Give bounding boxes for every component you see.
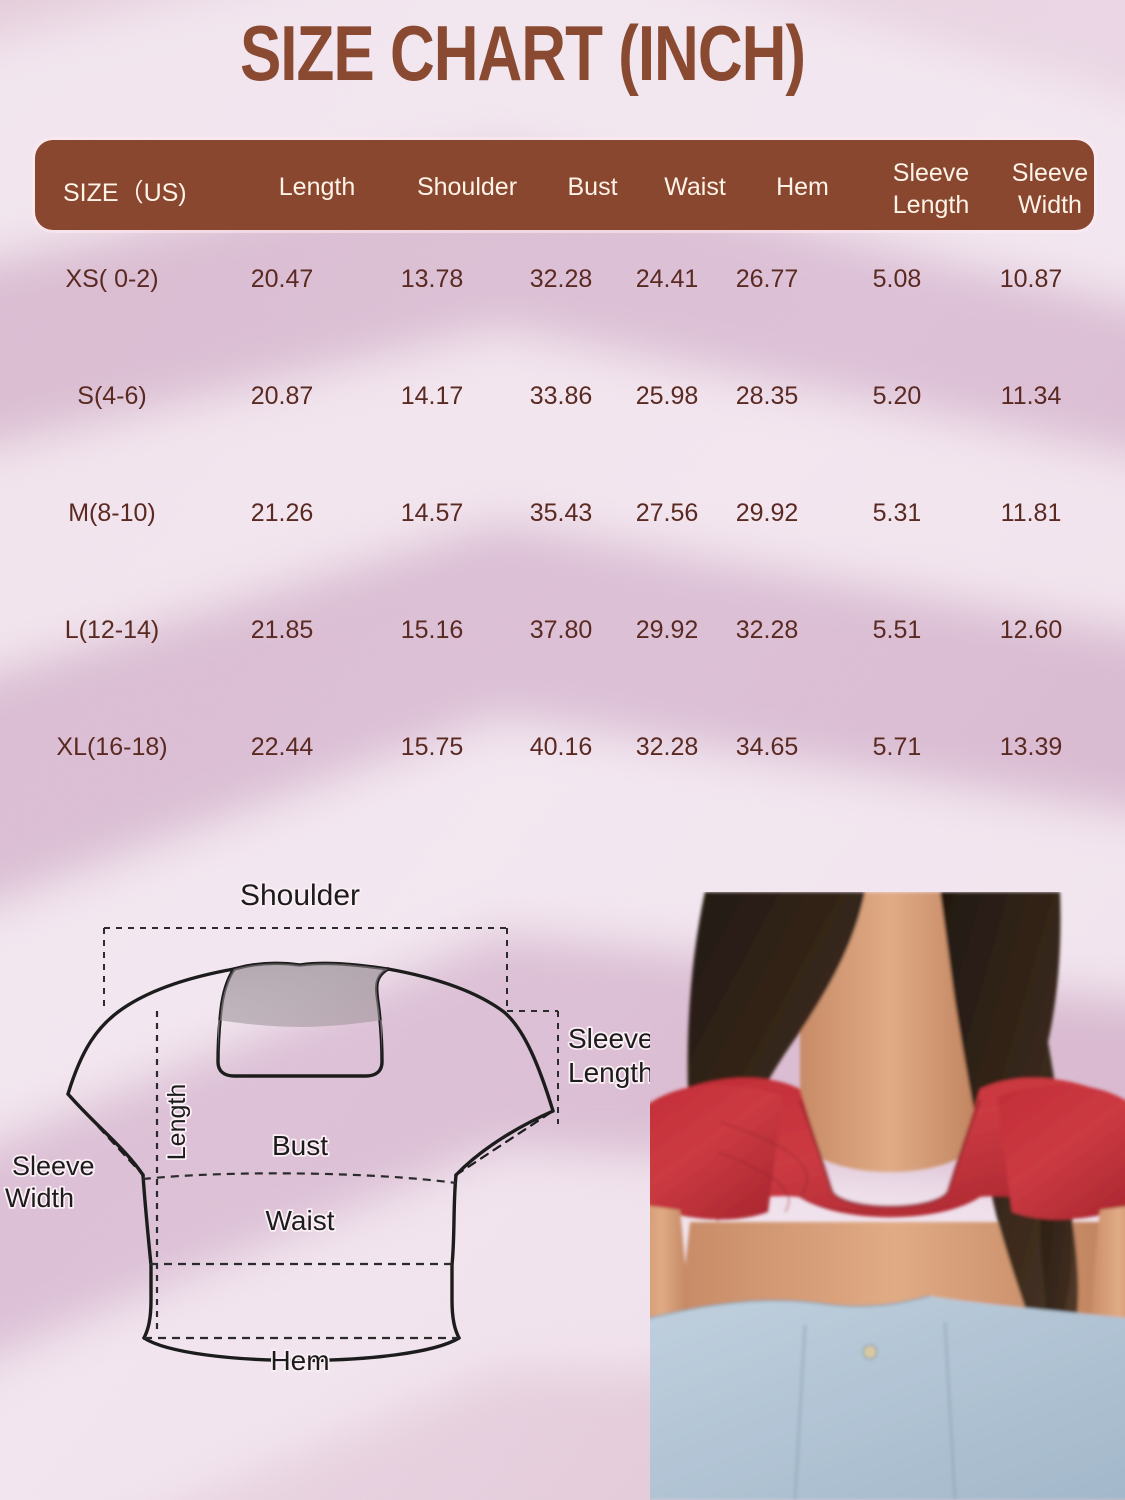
svg-text:Shoulder: Shoulder [240,879,360,912]
svg-text:Length: Length [163,1084,191,1160]
svg-text:Waist: Waist [266,1205,335,1236]
svg-text:Length: Length [568,1057,650,1088]
svg-text:Width: Width [5,1183,74,1213]
svg-text:Sleeve: Sleeve [568,1023,650,1054]
svg-text:Sleeve: Sleeve [12,1151,95,1181]
svg-text:Bust: Bust [272,1130,328,1161]
svg-text:Hem: Hem [270,1345,329,1376]
